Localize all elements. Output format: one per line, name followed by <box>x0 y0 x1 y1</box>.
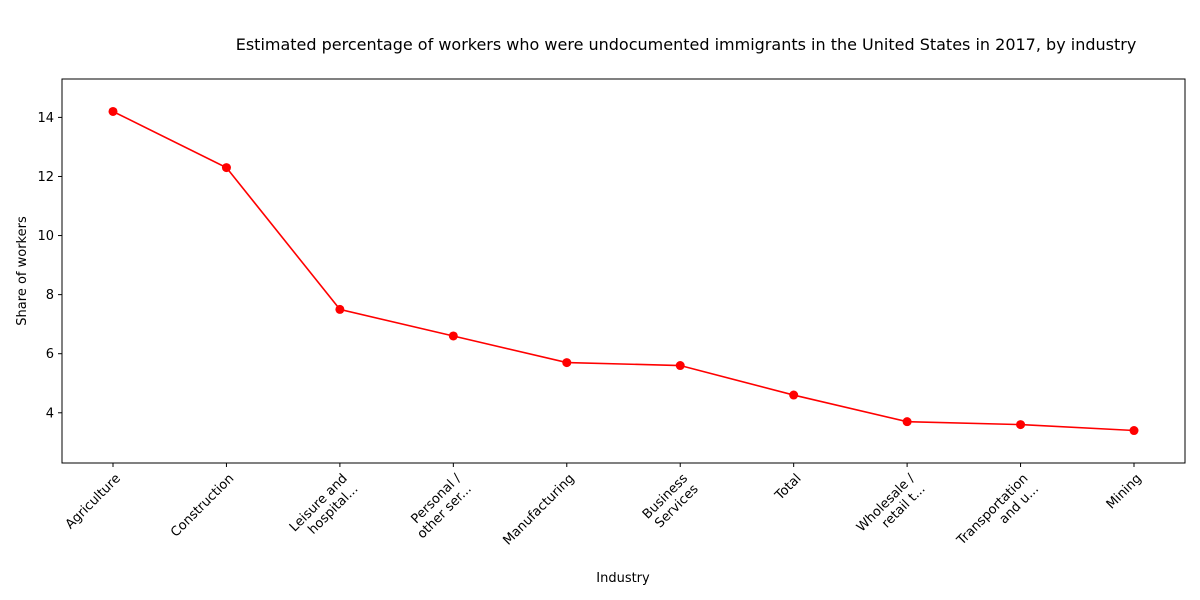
data-point <box>902 417 912 427</box>
plot-frame <box>61 78 1186 464</box>
data-point <box>221 163 231 173</box>
y-axis-label: Share of workers <box>15 216 30 326</box>
data-point <box>108 106 118 116</box>
x-tick-label-line: Agriculture <box>63 471 124 532</box>
x-tick-label: Construction <box>168 471 237 540</box>
y-tick-label: 8 <box>46 288 54 303</box>
chart-title: Estimated percentage of workers who were… <box>236 35 1137 54</box>
x-tick-label: Manufacturing <box>500 471 577 548</box>
x-tick-label: Total <box>772 471 805 504</box>
x-tick-label: Personal /other ser... <box>404 471 475 542</box>
y-tick-label: 14 <box>37 111 54 126</box>
data-point <box>789 390 799 400</box>
x-tick-label: Leisure andhospital... <box>287 471 361 545</box>
y-tick-label: 4 <box>46 406 54 421</box>
data-point <box>448 331 458 341</box>
data-point <box>675 361 685 371</box>
x-tick-label: Agriculture <box>63 471 124 532</box>
x-tick-label: BusinessServices <box>640 471 702 533</box>
data-point <box>1016 420 1026 430</box>
x-tick-label: Wholesale /retail t... <box>854 471 929 546</box>
data-point <box>1129 426 1139 436</box>
data-point <box>335 304 345 314</box>
data-point <box>562 358 572 368</box>
x-tick-label-line: Total <box>772 471 805 504</box>
series-line <box>112 110 1135 432</box>
y-tick-label: 6 <box>46 347 54 362</box>
x-tick-label-line: Construction <box>168 471 237 540</box>
x-axis-label: Industry <box>596 571 650 586</box>
x-tick-label: Transportationand u... <box>954 471 1042 559</box>
x-tick-label-line: Mining <box>1104 471 1145 512</box>
y-axis: 4 6 8 10 12 14 <box>37 111 62 421</box>
x-tick-label: Mining <box>1104 471 1145 512</box>
x-axis: Agriculture Construction Leisure andhospit… <box>63 463 1145 559</box>
y-tick-label: 10 <box>37 229 54 244</box>
y-tick-label: 12 <box>37 170 54 185</box>
x-tick-label-line: Manufacturing <box>500 471 577 548</box>
series-group <box>108 106 1139 436</box>
